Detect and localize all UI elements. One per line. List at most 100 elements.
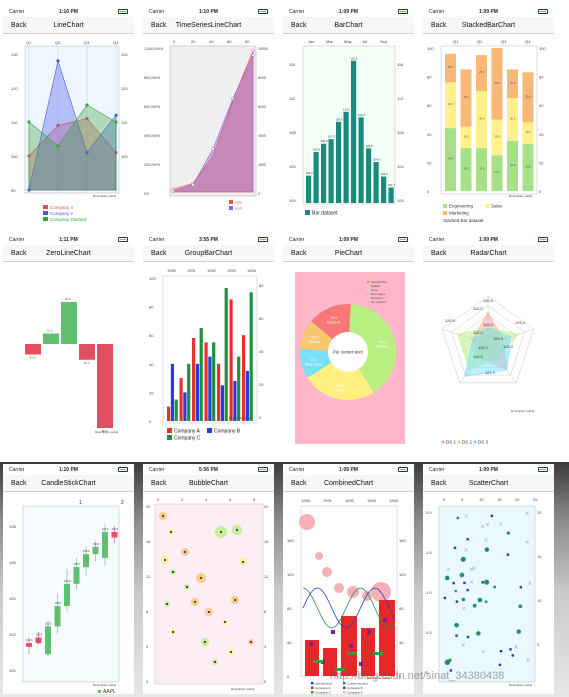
screen-zeroline: Carrier 1:11 PM Back ZeroLineChart -10.0 10.0… [3, 234, 134, 459]
y-tick-label: 20 [259, 382, 264, 387]
scatter-point [466, 635, 470, 639]
y-tick-label: 106 [9, 560, 16, 565]
data-point [114, 113, 118, 117]
back-button[interactable]: Back [291, 250, 307, 257]
bar [242, 335, 246, 421]
bubble-marker [162, 515, 164, 517]
description-label: Description Label [229, 416, 253, 420]
nav-title: ScatterChart [468, 480, 509, 487]
description-label: Description Label [511, 409, 535, 413]
battery-icon [258, 9, 268, 14]
bubble-marker [242, 561, 244, 563]
navigation-bar: Back ScatterChart [423, 475, 554, 492]
y-tick-label: 4 [264, 644, 267, 649]
data-label: 115.6 [351, 56, 358, 60]
bubble [362, 591, 372, 601]
x-tick-label: 1991 [187, 268, 197, 273]
screen-groupbar: Carrier 3:55 PM Back GroupBarChart 1990 1991 1… [143, 234, 274, 459]
screen-barchart: Carrier 1:09 PM Back BarChart Jan Mar May Jul Se… [283, 6, 414, 236]
y-tick-label: 20 [146, 504, 151, 509]
y-tick-label: 120 [11, 86, 18, 91]
data-point [114, 120, 118, 124]
slice-label: Entrees [377, 345, 389, 349]
stack-segment [522, 143, 534, 191]
y-tick-label: 102 [9, 632, 16, 637]
legend-swatch [367, 301, 369, 303]
scatter-point [481, 581, 484, 584]
bar [366, 148, 372, 203]
scatter-point [469, 567, 474, 571]
marker [347, 652, 357, 655]
legend-label: Engineering [449, 204, 474, 209]
clock: 1:09 PM [339, 467, 358, 473]
legend-swatch [367, 281, 369, 283]
back-button[interactable]: Back [151, 480, 167, 487]
x-tick-label: Q2 [55, 40, 61, 45]
y-tick-label: 80 [399, 606, 404, 611]
screen-radar: Carrier 1:09 PM Back RadarChart 120.0 110.0 12… [423, 234, 554, 459]
y-tick-label: 0 [287, 674, 290, 679]
scatter-point [490, 514, 493, 518]
data-point [56, 144, 60, 148]
bubble-marker [166, 603, 168, 605]
back-button[interactable]: Back [431, 250, 447, 257]
bar [167, 406, 171, 421]
back-button[interactable]: Back [431, 480, 447, 487]
y-tick-label: 8000 [258, 76, 266, 80]
legend-swatch [443, 204, 447, 208]
y-tick-label: 0 [258, 192, 260, 196]
slice-label: Beverages [305, 362, 322, 366]
bar [249, 292, 253, 421]
legend-label: Marketing [449, 211, 469, 216]
x-tick-label: Jul [362, 39, 367, 44]
y-tick-label: 120 [287, 572, 294, 577]
y-tick-label: 90 [11, 188, 16, 193]
data-label: 120.0 [483, 298, 494, 303]
candle-body [54, 606, 61, 627]
clock: 1:09 PM [339, 9, 358, 15]
y-tick-label: 100 [539, 46, 546, 51]
bar [321, 143, 327, 203]
y-tick-label: 104 [9, 596, 16, 601]
candle-body [64, 583, 70, 607]
battery-icon [538, 237, 548, 242]
y-tick-label: 160 [399, 538, 406, 543]
scatter-point [462, 606, 466, 611]
bar [313, 151, 319, 203]
y-tick-label: 16 [264, 539, 269, 544]
back-button[interactable]: Back [11, 250, 27, 257]
back-button[interactable]: Back [431, 22, 447, 29]
status-bar: Carrier 1:09 PM [423, 6, 554, 17]
clock: 1:09 PM [479, 467, 498, 473]
stack-segment [445, 128, 456, 191]
back-button[interactable]: Back [11, 480, 27, 487]
back-button[interactable]: Back [291, 22, 307, 29]
y-tick-label: 40 [399, 640, 404, 645]
y-tick-label: 120 [121, 86, 128, 91]
back-button[interactable]: Back [151, 250, 167, 257]
x-tick-label: 15 [497, 497, 502, 502]
y-tick-label: 80 [259, 283, 264, 288]
scatter-point [448, 658, 452, 662]
data-label: 33.0 [526, 164, 532, 168]
data-label: 106.8 [93, 542, 100, 546]
legend-swatch [43, 217, 48, 221]
legend-swatch [485, 204, 489, 208]
bar [183, 392, 187, 421]
legend-swatch [367, 297, 369, 299]
y-tick-label: 1,000,000% [144, 47, 164, 51]
data-point [191, 183, 195, 187]
nav-title: BubbleChart [189, 480, 228, 487]
y-tick-label: 400,000% [144, 134, 161, 138]
back-button[interactable]: Back [291, 480, 307, 487]
data-point [251, 53, 255, 57]
data-label: 35.0 [526, 94, 532, 98]
back-button[interactable]: Back [151, 22, 167, 29]
back-button[interactable]: Back [11, 22, 27, 29]
x-tick-label: 80 [245, 39, 250, 44]
bubble-marker [224, 621, 226, 623]
timeseries-chart: 0 20 40 60 80 1,000,000% 800,000% 600,000% 400,0… [144, 39, 268, 211]
data-label: 103.0 [306, 171, 313, 175]
data-label: 101.6 [26, 638, 33, 642]
data-label: 50.0 [495, 81, 501, 85]
